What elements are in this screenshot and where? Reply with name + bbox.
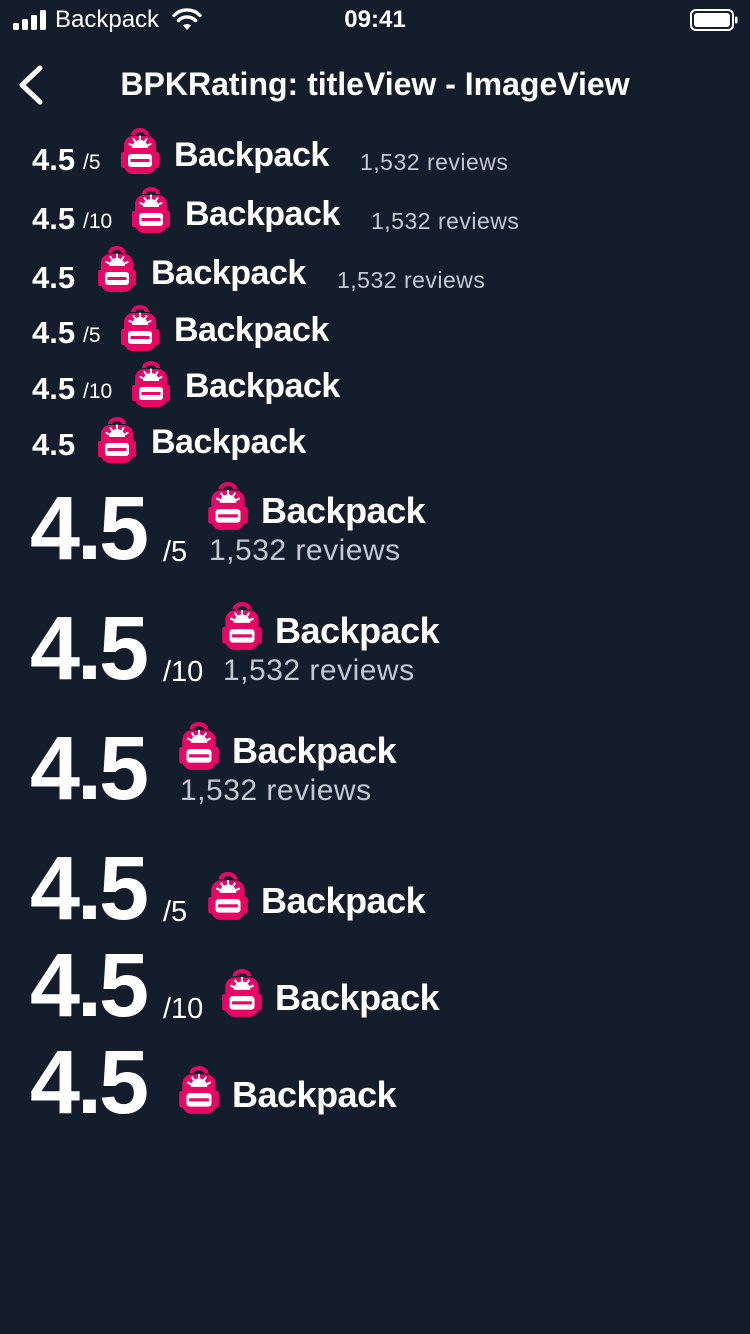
backpack-logo-text: Backpack — [174, 136, 329, 174]
back-chevron-icon[interactable] — [12, 62, 52, 108]
rating-value: 4.5 — [30, 936, 149, 1036]
review-count: 1,532 reviews — [371, 208, 520, 234]
rating-value: 4.5 — [30, 719, 149, 819]
backpack-logo-text: Backpack — [261, 490, 426, 531]
rating-value: 4.5 — [30, 479, 149, 579]
rating-scale: /5 — [83, 324, 101, 347]
backpack-icon — [207, 482, 249, 532]
rating-value: 4.5 — [30, 1033, 149, 1133]
backpack-icon — [120, 128, 160, 176]
backpack-logo-text: Backpack — [151, 423, 306, 461]
wifi-icon — [172, 8, 202, 30]
backpack-logo-text: Backpack — [275, 977, 440, 1018]
rating-value: 4.5 — [32, 315, 76, 350]
rating-scale: /10 — [163, 993, 204, 1025]
backpack-icon — [178, 1066, 220, 1116]
backpack-logo-text: Backpack — [275, 610, 440, 651]
review-count: 1,532 reviews — [360, 149, 509, 175]
backpack-logo-text: Backpack — [185, 367, 340, 405]
backpack-icon — [178, 722, 220, 772]
rating-value: 4.5 — [32, 371, 76, 406]
backpack-icon — [131, 361, 171, 409]
rating-value: 4.5 — [32, 427, 76, 462]
rating-value: 4.5 — [32, 260, 76, 295]
backpack-icon — [97, 246, 137, 294]
backpack-icon — [207, 872, 249, 922]
review-count: 1,532 reviews — [223, 654, 415, 687]
review-count: 1,532 reviews — [337, 267, 486, 293]
backpack-logo-text: Backpack — [151, 254, 306, 292]
rating-scale: /10 — [83, 380, 113, 403]
backpack-logo-text: Backpack — [232, 730, 397, 771]
review-count: 1,532 reviews — [209, 534, 401, 567]
rating-scale: /10 — [83, 210, 113, 233]
backpack-icon — [120, 305, 160, 353]
rating-scale: /5 — [163, 536, 188, 568]
backpack-logo-text: Backpack — [232, 1074, 397, 1115]
rating-scale: /5 — [83, 151, 101, 174]
rating-value: 4.5 — [30, 599, 149, 699]
status-time: 09:41 — [344, 6, 406, 33]
battery-icon — [690, 9, 738, 31]
backpack-logo-text: Backpack — [185, 195, 340, 233]
backpack-icon — [131, 187, 171, 235]
rating-scale: /5 — [163, 896, 188, 928]
rating-scale: /10 — [163, 656, 204, 688]
review-count: 1,532 reviews — [180, 774, 372, 807]
backpack-icon — [221, 969, 263, 1019]
backpack-icon — [97, 417, 137, 465]
carrier-name: Backpack — [55, 6, 160, 33]
rating-value: 4.5 — [32, 142, 76, 177]
rating-value: 4.5 — [32, 201, 76, 236]
backpack-logo-text: Backpack — [174, 311, 329, 349]
page-title: BPKRating: titleView - ImageView — [120, 66, 630, 102]
rating-value: 4.5 — [30, 839, 149, 939]
backpack-icon — [221, 602, 263, 652]
signal-strength-icon — [13, 10, 46, 30]
status-bar: Backpack 09:41 — [0, 0, 750, 40]
navigation-bar: BPKRating: titleView - ImageView — [0, 44, 750, 132]
backpack-logo-text: Backpack — [261, 880, 426, 921]
